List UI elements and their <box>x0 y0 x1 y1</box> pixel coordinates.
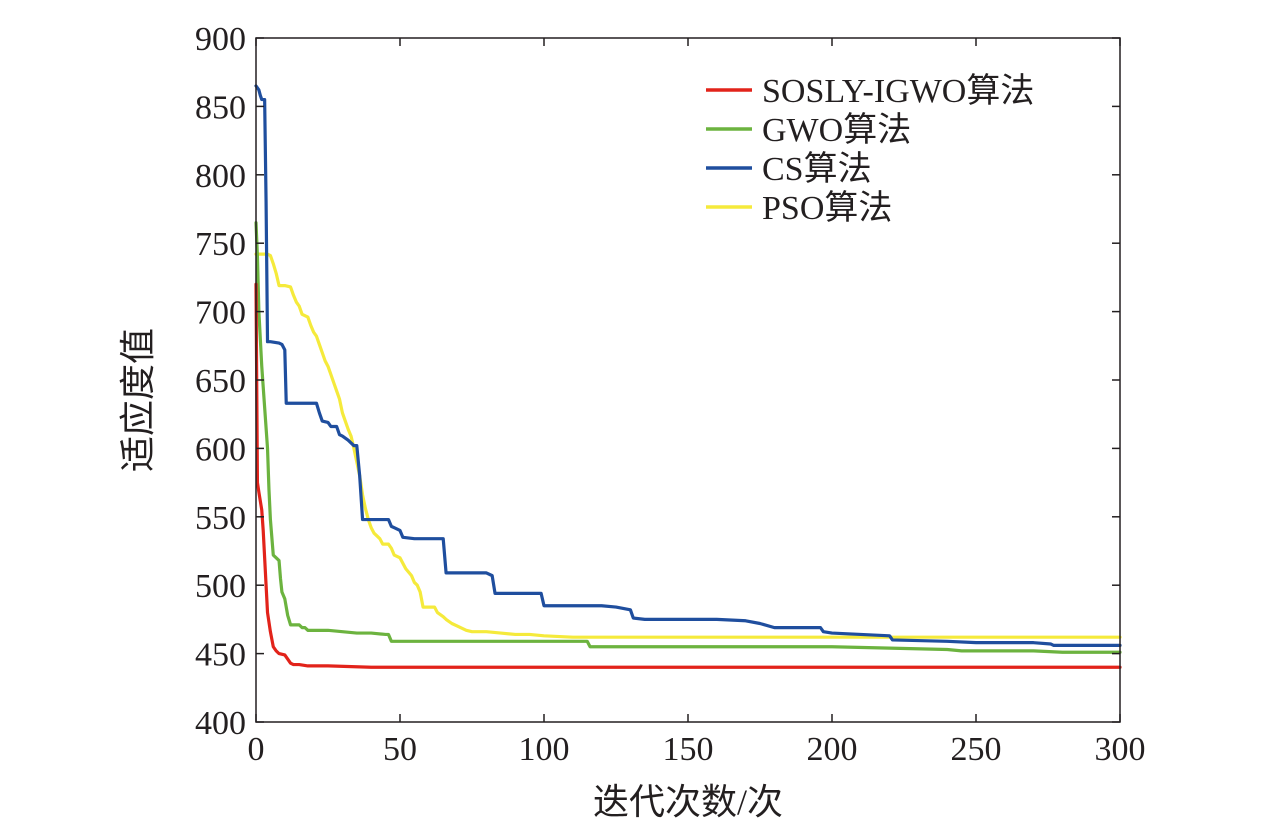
y-tick-label: 900 <box>195 21 246 58</box>
y-tick-label: 400 <box>195 705 246 742</box>
legend-label-1: GWO算法 <box>762 111 911 149</box>
tick-labels: 0 50 100 150 200 250 300 400 450 500 550 600 650 700 7… <box>195 21 1146 768</box>
y-axis-title: 适应度值 <box>118 328 158 472</box>
x-axis-title: 迭代次数/次 <box>593 782 783 822</box>
series-layer <box>254 84 1122 669</box>
x-tick-label: 50 <box>383 731 417 768</box>
y-tick-label: 700 <box>195 295 246 332</box>
y-tick-label: 450 <box>195 637 246 674</box>
series-line-0 <box>254 282 1122 669</box>
legend-label-3: PSO算法 <box>762 189 892 227</box>
y-tick-label: 800 <box>195 158 246 195</box>
x-tick-label: 250 <box>951 731 1002 768</box>
x-tick-label: 100 <box>519 731 570 768</box>
series-line-3 <box>254 252 1122 639</box>
y-tick-label: 650 <box>195 363 246 400</box>
axis-ticks <box>255 37 1121 723</box>
x-tick-label: 300 <box>1095 731 1146 768</box>
y-tick-label: 550 <box>195 500 246 537</box>
x-tick-label: 200 <box>807 731 858 768</box>
legend-label-0: SOSLY-IGWO算法 <box>762 72 1034 110</box>
series-line-2 <box>254 84 1122 647</box>
y-tick-label: 850 <box>195 89 246 126</box>
series-line-1 <box>254 221 1122 654</box>
x-tick-label: 0 <box>248 731 265 768</box>
y-tick-label: 750 <box>195 226 246 263</box>
legend-label-2: CS算法 <box>762 150 872 188</box>
x-tick-label: 150 <box>663 731 714 768</box>
y-tick-label: 500 <box>195 568 246 605</box>
y-tick-label: 600 <box>195 431 246 468</box>
